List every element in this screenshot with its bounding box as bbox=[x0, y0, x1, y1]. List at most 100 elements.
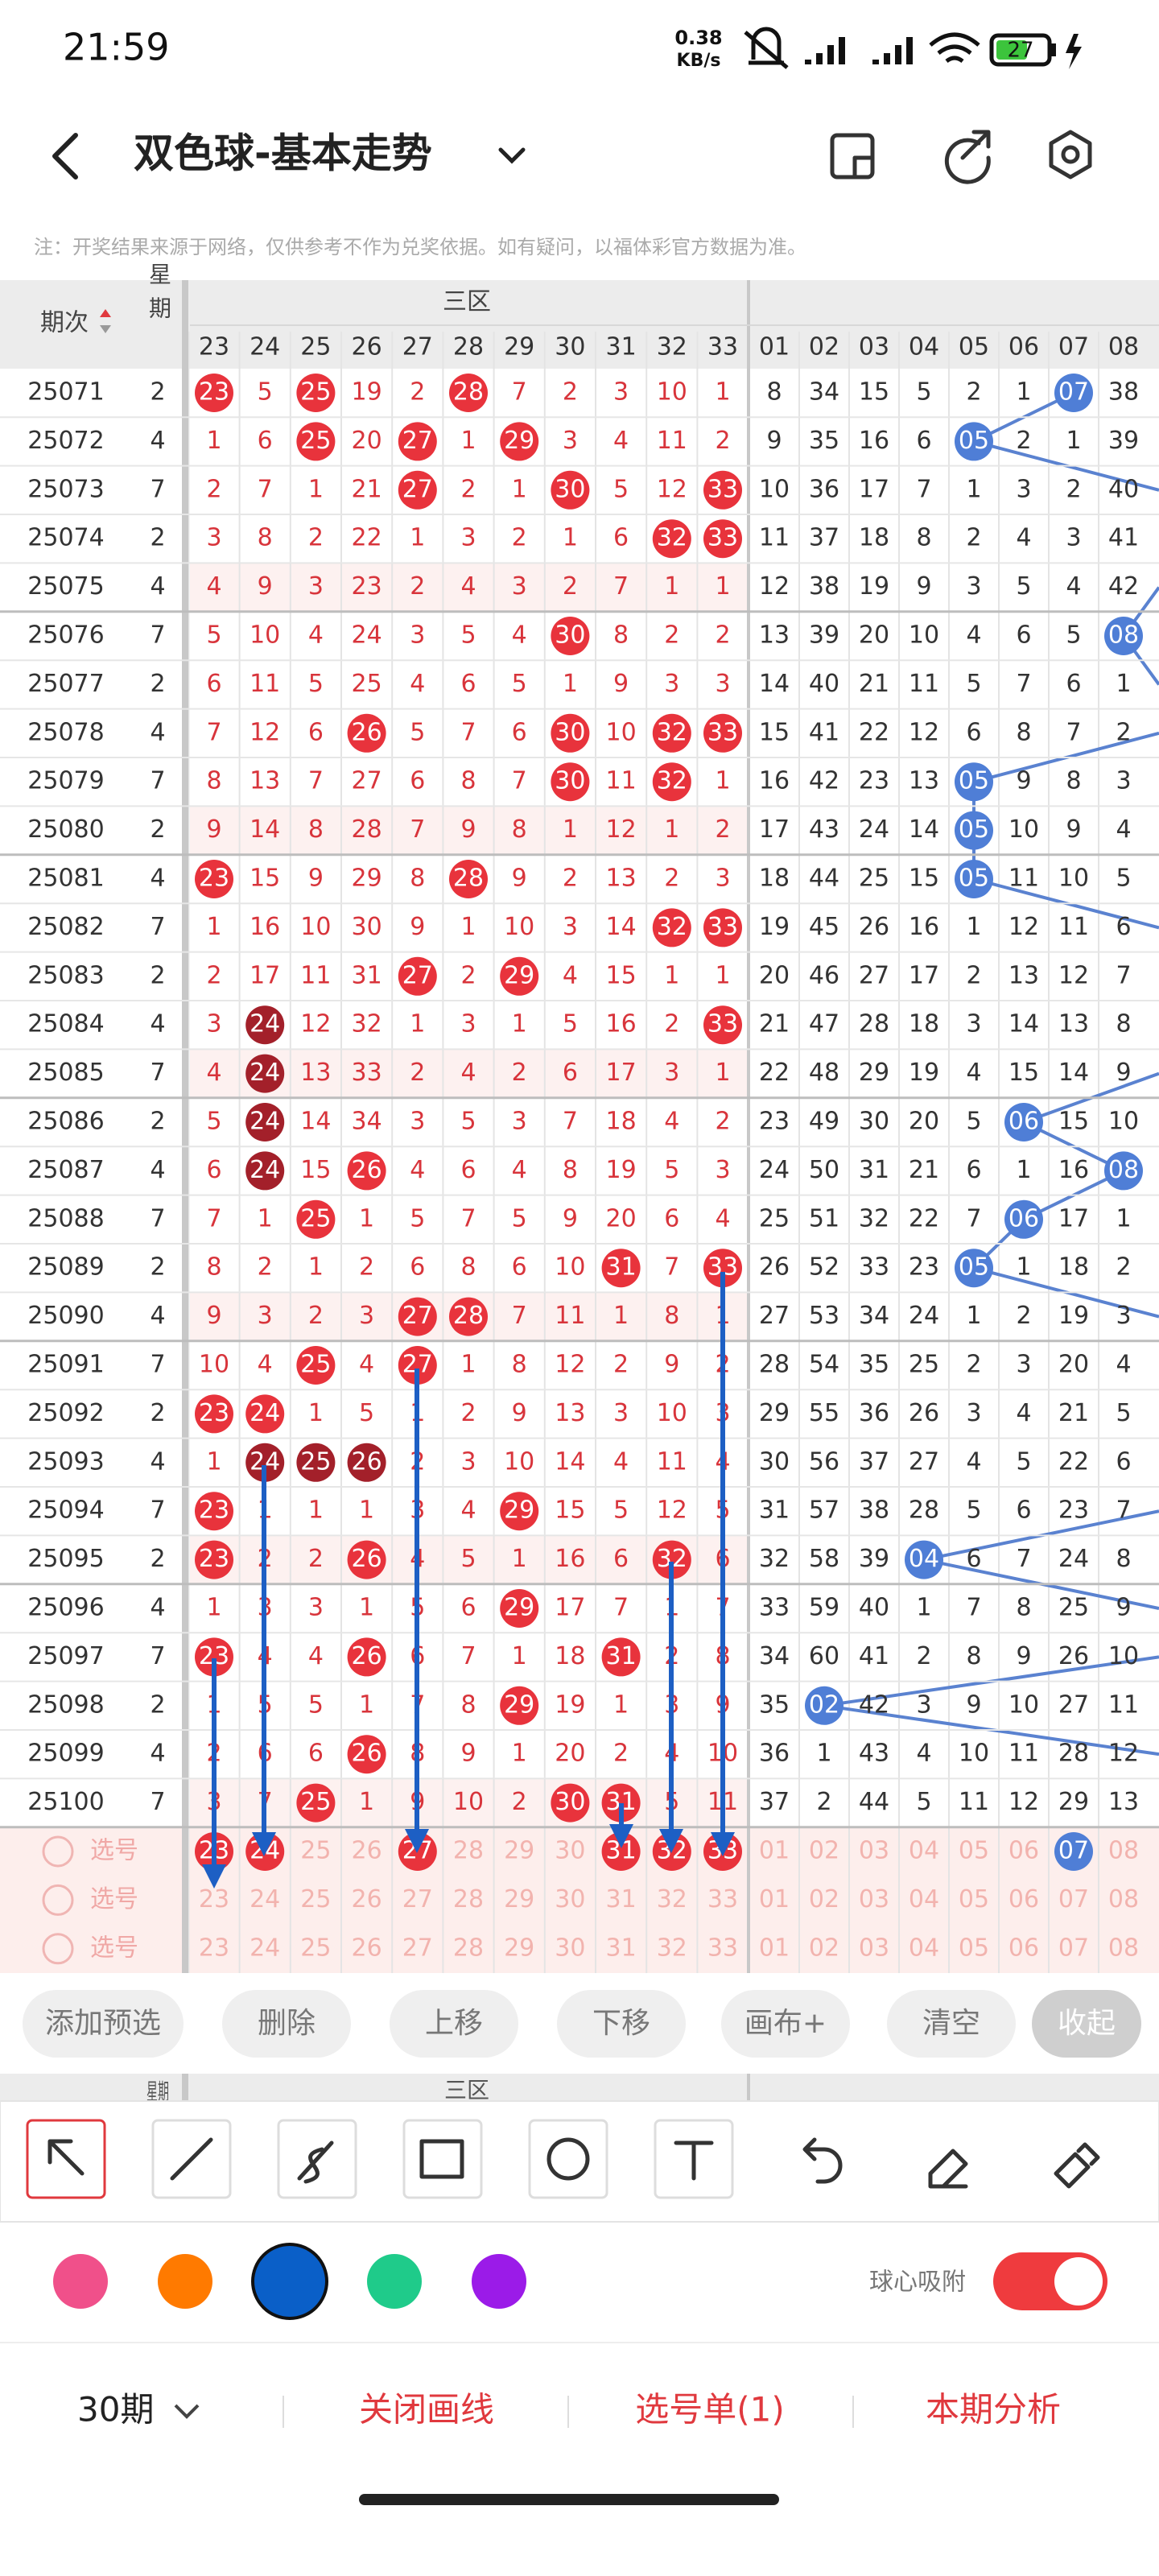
pick-number[interactable]: 30 bbox=[555, 1885, 585, 1913]
pick-number[interactable]: 06 bbox=[1008, 1885, 1039, 1913]
action-label[interactable]: 画布+ bbox=[744, 2007, 827, 2040]
pick-number[interactable]: 26 bbox=[352, 1837, 382, 1865]
pick-number[interactable]: 25 bbox=[300, 1885, 331, 1913]
miss-count: 38 bbox=[809, 572, 839, 601]
pick-number[interactable]: 23 bbox=[199, 1934, 229, 1962]
pick-number[interactable]: 28 bbox=[453, 1934, 484, 1962]
pick-number[interactable]: 08 bbox=[1108, 1885, 1139, 1913]
miss-count: 1 bbox=[308, 1253, 324, 1282]
pick-number[interactable]: 01 bbox=[759, 1837, 790, 1865]
pick-number[interactable]: 32 bbox=[657, 1885, 687, 1913]
close-lines[interactable]: 关闭画线 bbox=[359, 2390, 494, 2429]
tool-undo[interactable] bbox=[802, 2137, 843, 2184]
pick-number[interactable]: 28 bbox=[453, 1885, 484, 1913]
pick-number[interactable]: 06 bbox=[1008, 1837, 1039, 1865]
action-label[interactable]: 收起 bbox=[1058, 2007, 1116, 2040]
pick-list[interactable]: 选号单(1) bbox=[635, 2390, 785, 2429]
pick-number[interactable]: 05 bbox=[959, 1837, 989, 1865]
action-button[interactable] bbox=[557, 1990, 686, 2058]
action-label[interactable]: 删除 bbox=[258, 2007, 316, 2040]
tool-rect[interactable] bbox=[402, 2119, 483, 2199]
action-label[interactable]: 下移 bbox=[592, 2007, 650, 2040]
pick-number[interactable]: 02 bbox=[809, 1934, 839, 1962]
title-dropdown[interactable] bbox=[498, 147, 526, 164]
action-button[interactable] bbox=[390, 1990, 518, 2058]
pick-number[interactable]: 33 bbox=[707, 1885, 738, 1913]
pick-number[interactable]: 01 bbox=[759, 1934, 790, 1962]
miss-count: 3 bbox=[715, 865, 730, 893]
pick-number[interactable]: 29 bbox=[504, 1837, 534, 1865]
action-button[interactable] bbox=[23, 1990, 184, 2058]
pick-number[interactable]: 03 bbox=[859, 1934, 889, 1962]
col-header: 05 bbox=[959, 333, 989, 361]
pick-ball[interactable] bbox=[1054, 1832, 1093, 1871]
analysis[interactable]: 本期分析 bbox=[926, 2390, 1061, 2429]
pick-number[interactable]: 29 bbox=[504, 1885, 534, 1913]
period-dropdown[interactable] bbox=[174, 2404, 200, 2419]
action-button[interactable] bbox=[721, 1990, 850, 2058]
pick-number[interactable]: 08 bbox=[1108, 1837, 1139, 1865]
pick-number[interactable]: 33 bbox=[707, 1934, 738, 1962]
color-selected[interactable] bbox=[251, 2243, 328, 2320]
pick-number[interactable]: 08 bbox=[1108, 1934, 1139, 1962]
pick-number[interactable]: 24 bbox=[250, 1885, 280, 1913]
pick-number[interactable]: 29 bbox=[504, 1934, 534, 1962]
tool-clear[interactable] bbox=[1054, 2142, 1100, 2189]
color-swatch[interactable] bbox=[367, 2254, 422, 2309]
pick-number[interactable]: 25 bbox=[300, 1837, 331, 1865]
pick-number[interactable]: 07 bbox=[1058, 1934, 1089, 1962]
pick-number[interactable]: 27 bbox=[402, 1885, 433, 1913]
pick-number[interactable]: 31 bbox=[606, 1885, 637, 1913]
snap-toggle[interactable] bbox=[993, 2252, 1107, 2310]
miss-count: 22 bbox=[909, 1204, 939, 1232]
action-label[interactable]: 添加预选 bbox=[45, 2007, 161, 2040]
color-swatch[interactable] bbox=[53, 2254, 108, 2309]
pick-number[interactable]: 30 bbox=[555, 1837, 585, 1865]
pick-number[interactable]: 24 bbox=[250, 1934, 280, 1962]
pick-number[interactable]: 31 bbox=[606, 1934, 637, 1962]
action-label[interactable]: 清空 bbox=[922, 2007, 980, 2040]
pick-number[interactable]: 23 bbox=[199, 1885, 229, 1913]
pick-number[interactable]: 04 bbox=[909, 1837, 939, 1865]
share-icon[interactable] bbox=[944, 130, 991, 184]
pick-number[interactable]: 02 bbox=[809, 1837, 839, 1865]
pick-radio[interactable] bbox=[42, 1835, 74, 1868]
pick-number[interactable]: 03 bbox=[859, 1837, 889, 1865]
pick-radio[interactable] bbox=[42, 1884, 74, 1916]
back-button[interactable] bbox=[52, 133, 78, 180]
pick-number[interactable]: 01 bbox=[759, 1885, 790, 1913]
color-swatch[interactable] bbox=[472, 2254, 526, 2309]
ball bbox=[195, 1492, 233, 1531]
layout-icon[interactable] bbox=[830, 133, 875, 180]
pick-number[interactable]: 04 bbox=[909, 1934, 939, 1962]
pick-radio[interactable] bbox=[42, 1933, 74, 1965]
tool-circle[interactable] bbox=[528, 2119, 608, 2199]
pick-number[interactable]: 27 bbox=[402, 1934, 433, 1962]
pick-number[interactable]: 30 bbox=[555, 1934, 585, 1962]
pick-number[interactable]: 26 bbox=[352, 1885, 382, 1913]
pick-number[interactable]: 05 bbox=[959, 1934, 989, 1962]
pick-number[interactable]: 28 bbox=[453, 1837, 484, 1865]
pick-number[interactable]: 06 bbox=[1008, 1934, 1039, 1962]
pick-number[interactable]: 26 bbox=[352, 1934, 382, 1962]
pick-number[interactable]: 07 bbox=[1058, 1837, 1089, 1865]
tool-line[interactable] bbox=[151, 2119, 232, 2199]
settings-icon[interactable] bbox=[1049, 130, 1092, 180]
pick-number[interactable]: 32 bbox=[657, 1934, 687, 1962]
action-button[interactable] bbox=[1032, 1990, 1141, 2058]
pick-number[interactable]: 04 bbox=[909, 1885, 939, 1913]
action-button[interactable] bbox=[222, 1990, 351, 2058]
tool-text[interactable] bbox=[654, 2119, 734, 2199]
pick-number[interactable]: 03 bbox=[859, 1885, 889, 1913]
tool-arrow[interactable] bbox=[26, 2119, 106, 2199]
pick-number[interactable]: 05 bbox=[959, 1885, 989, 1913]
period-select[interactable]: 30期 bbox=[77, 2390, 154, 2429]
tool-curve[interactable] bbox=[277, 2119, 357, 2199]
action-label[interactable]: 上移 bbox=[425, 2007, 483, 2040]
tool-eraser[interactable] bbox=[928, 2149, 968, 2189]
pick-number[interactable]: 02 bbox=[809, 1885, 839, 1913]
pick-number[interactable]: 25 bbox=[300, 1934, 331, 1962]
pick-number[interactable]: 07 bbox=[1058, 1885, 1089, 1913]
action-button[interactable] bbox=[887, 1990, 1016, 2058]
color-swatch[interactable] bbox=[158, 2254, 212, 2309]
